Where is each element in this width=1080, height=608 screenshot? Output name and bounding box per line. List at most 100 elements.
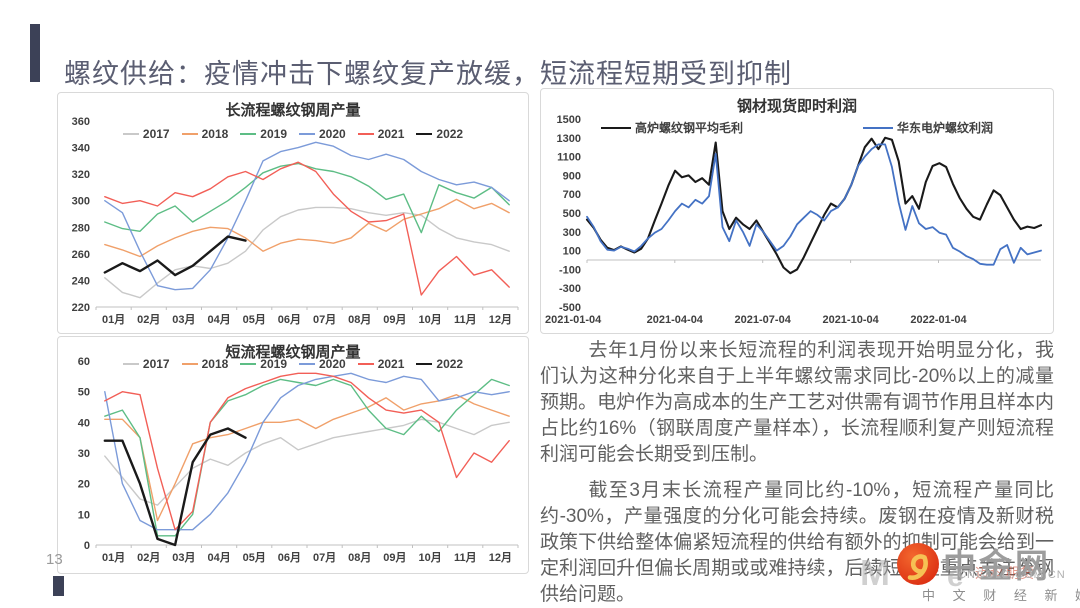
svg-text:2021-04-04: 2021-04-04 xyxy=(647,314,704,326)
series-line-高炉螺纹钢平均毛利 xyxy=(585,136,1043,275)
series-line-2017 xyxy=(104,206,510,299)
cngold-logo: M e 迈科期货 中金网 CNGOLD.COM.CN 中 文 财 经 新 媒 体 xyxy=(855,538,1080,603)
svg-text:11月: 11月 xyxy=(454,551,477,564)
legend-dash-icon xyxy=(600,126,631,129)
legend-dash-icon xyxy=(122,363,139,365)
svg-text:02月: 02月 xyxy=(137,313,160,326)
legend-label: 华东电炉螺纹利润 xyxy=(897,121,994,135)
series-line-2017 xyxy=(104,418,510,506)
legend-label: 2017 xyxy=(142,357,170,371)
svg-text:08月: 08月 xyxy=(348,313,371,326)
chart-plot-area: 60 50 40 30 20 10 0 01月 02月 03月 04月 05月 06月 07月 08月 09月… xyxy=(78,356,519,564)
svg-text:280: 280 xyxy=(72,222,90,234)
legend-item-2018: 2018 xyxy=(181,127,229,141)
legend-dash-icon xyxy=(240,363,257,365)
legend-item-2017: 2017 xyxy=(122,127,170,141)
legend-dash-icon xyxy=(416,363,433,365)
footer-accent-bar xyxy=(53,576,64,596)
svg-text:09月: 09月 xyxy=(383,551,406,564)
series-line-2020 xyxy=(104,372,510,531)
svg-text:01月: 01月 xyxy=(102,313,125,326)
svg-text:-500: -500 xyxy=(559,302,581,314)
legend-label: 2022 xyxy=(436,127,464,141)
svg-text:03月: 03月 xyxy=(172,313,195,326)
legend-dash-icon xyxy=(299,363,315,365)
page-title: 螺纹供给：疫情冲击下螺纹复产放缓，短流程短期受到抑制 xyxy=(64,59,792,90)
svg-text:0: 0 xyxy=(84,540,90,552)
svg-text:1300: 1300 xyxy=(557,133,581,145)
legend-item-2020: 2020 xyxy=(299,357,346,371)
svg-text:60: 60 xyxy=(78,356,90,368)
svg-text:1500: 1500 xyxy=(557,114,581,126)
svg-text:05月: 05月 xyxy=(243,313,266,326)
chart-legend: 2017 2018 2019 2020 2021 2022 xyxy=(58,357,528,371)
title-accent-bar xyxy=(30,24,40,82)
svg-text:10: 10 xyxy=(78,509,90,521)
chart-short-process-weekly-output: 短流程螺纹钢周产量 2017 2018 2019 2020 2021 2022 60 50 40 3… xyxy=(57,336,529,574)
svg-text:300: 300 xyxy=(563,227,581,239)
series-line-华东电炉螺纹利润 xyxy=(586,143,1042,266)
legend-label: 2017 xyxy=(142,127,170,141)
svg-text:500: 500 xyxy=(563,208,581,220)
svg-text:12月: 12月 xyxy=(489,313,512,326)
svg-text:260: 260 xyxy=(72,249,90,261)
series-line-2020 xyxy=(104,141,510,291)
svg-text:04月: 04月 xyxy=(207,551,230,564)
svg-text:12月: 12月 xyxy=(489,551,512,564)
svg-text:2021-10-04: 2021-10-04 xyxy=(822,314,879,326)
series-line-2022 xyxy=(103,235,247,277)
svg-text:08月: 08月 xyxy=(348,551,371,564)
commentary-paragraph-2: 截至3月末长流程产量同比约-10%，短流程产量同比约-30%，产量强度的分化可能… xyxy=(540,480,1054,606)
svg-text:1100: 1100 xyxy=(557,152,581,164)
legend-label: 2018 xyxy=(201,127,229,141)
svg-text:20: 20 xyxy=(78,479,90,491)
page-number: 13 xyxy=(46,551,63,568)
svg-text:01月: 01月 xyxy=(102,551,125,564)
legend-dash-icon xyxy=(357,363,374,365)
chart-title: 长流程螺纹钢周产量 xyxy=(225,102,361,119)
legend-dash-icon xyxy=(863,126,893,129)
svg-text:05月: 05月 xyxy=(243,551,266,564)
chart-legend: 2017 2018 2019 2020 2021 2022 xyxy=(58,127,528,141)
chart-legend: 高炉螺纹钢平均毛利 华东电炉螺纹利润 xyxy=(541,119,1053,136)
legend-dash-icon xyxy=(416,133,433,135)
svg-text:-300: -300 xyxy=(559,283,581,295)
svg-text:700: 700 xyxy=(563,189,581,201)
svg-text:100: 100 xyxy=(563,246,581,258)
chart-long-process-weekly-output: 长流程螺纹钢周产量 2017 2018 2019 2020 2021 2022 360 340 3… xyxy=(57,92,529,334)
chart-steel-spot-profit: 钢材现货即时利润 高炉螺纹钢平均毛利 华东电炉螺纹利润 1500 1300 1100 900… xyxy=(540,88,1054,334)
legend-dash-icon xyxy=(181,133,198,135)
svg-text:10月: 10月 xyxy=(418,313,441,326)
svg-text:10月: 10月 xyxy=(418,551,441,564)
legend-dash-icon xyxy=(181,363,198,365)
legend-label: 2020 xyxy=(319,357,346,371)
svg-text:-100: -100 xyxy=(559,264,581,276)
series-line-2021 xyxy=(104,372,510,531)
svg-text:900: 900 xyxy=(563,170,581,182)
svg-text:30: 30 xyxy=(78,448,90,460)
svg-text:06月: 06月 xyxy=(278,551,301,564)
series-line-2022 xyxy=(103,427,247,547)
svg-text:2022-01-04: 2022-01-04 xyxy=(910,314,967,326)
svg-text:40: 40 xyxy=(78,417,90,429)
legend-dash-icon xyxy=(122,133,139,135)
legend-item-2017: 2017 xyxy=(122,357,170,371)
logo-domain-text: CNGOLD.COM.CN xyxy=(958,569,1066,581)
legend-item-2022: 2022 xyxy=(416,127,463,141)
legend-item-2022: 2022 xyxy=(416,357,463,371)
svg-text:06月: 06月 xyxy=(278,313,301,326)
series-line-2018 xyxy=(104,394,510,522)
legend-item-2021: 2021 xyxy=(357,357,404,371)
series-line-2018 xyxy=(104,198,510,258)
svg-text:07月: 07月 xyxy=(313,551,336,564)
legend-item-高炉螺纹钢平均毛利: 高炉螺纹钢平均毛利 xyxy=(600,119,743,136)
watermark-letter: M xyxy=(860,552,890,593)
svg-text:340: 340 xyxy=(72,143,90,155)
legend-item-2019: 2019 xyxy=(240,127,287,141)
legend-item-2020: 2020 xyxy=(299,127,346,141)
svg-text:09月: 09月 xyxy=(383,313,406,326)
watermark-overlay-text: 迈科期货 xyxy=(975,565,1035,581)
series-line-2019 xyxy=(104,378,510,537)
chart-plot-area: 1500 1300 1100 900 700 500 300 100 -100 -300 -500 2… xyxy=(545,114,1043,326)
